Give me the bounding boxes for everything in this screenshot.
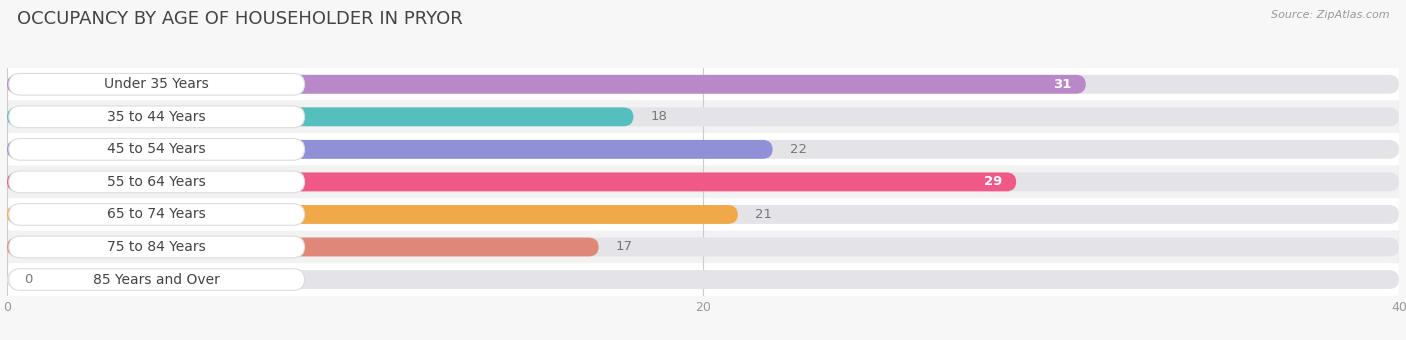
FancyBboxPatch shape bbox=[7, 205, 1399, 224]
FancyBboxPatch shape bbox=[7, 238, 1399, 256]
FancyBboxPatch shape bbox=[7, 101, 1399, 133]
Text: 35 to 44 Years: 35 to 44 Years bbox=[107, 110, 205, 124]
FancyBboxPatch shape bbox=[7, 107, 633, 126]
FancyBboxPatch shape bbox=[7, 133, 1399, 166]
Text: 0: 0 bbox=[24, 273, 32, 286]
Text: 17: 17 bbox=[616, 240, 633, 254]
FancyBboxPatch shape bbox=[8, 236, 305, 258]
FancyBboxPatch shape bbox=[8, 73, 305, 95]
Text: Source: ZipAtlas.com: Source: ZipAtlas.com bbox=[1271, 10, 1389, 20]
FancyBboxPatch shape bbox=[7, 238, 599, 256]
FancyBboxPatch shape bbox=[7, 140, 1399, 159]
FancyBboxPatch shape bbox=[7, 75, 1085, 94]
FancyBboxPatch shape bbox=[8, 138, 305, 160]
FancyBboxPatch shape bbox=[7, 263, 1399, 296]
Text: 18: 18 bbox=[651, 110, 668, 123]
FancyBboxPatch shape bbox=[7, 270, 1399, 289]
FancyBboxPatch shape bbox=[7, 205, 738, 224]
Text: 75 to 84 Years: 75 to 84 Years bbox=[107, 240, 207, 254]
FancyBboxPatch shape bbox=[7, 198, 1399, 231]
FancyBboxPatch shape bbox=[8, 171, 305, 193]
FancyBboxPatch shape bbox=[8, 106, 305, 128]
Text: 85 Years and Over: 85 Years and Over bbox=[93, 273, 221, 287]
FancyBboxPatch shape bbox=[7, 68, 1399, 101]
Text: Under 35 Years: Under 35 Years bbox=[104, 77, 209, 91]
Text: 55 to 64 Years: 55 to 64 Years bbox=[107, 175, 207, 189]
FancyBboxPatch shape bbox=[7, 231, 1399, 263]
FancyBboxPatch shape bbox=[7, 172, 1017, 191]
Text: 31: 31 bbox=[1053, 78, 1071, 91]
FancyBboxPatch shape bbox=[8, 269, 305, 290]
FancyBboxPatch shape bbox=[7, 166, 1399, 198]
FancyBboxPatch shape bbox=[7, 107, 1399, 126]
Text: 65 to 74 Years: 65 to 74 Years bbox=[107, 207, 207, 221]
FancyBboxPatch shape bbox=[7, 75, 1399, 94]
Text: 22: 22 bbox=[790, 143, 807, 156]
FancyBboxPatch shape bbox=[7, 140, 773, 159]
Text: OCCUPANCY BY AGE OF HOUSEHOLDER IN PRYOR: OCCUPANCY BY AGE OF HOUSEHOLDER IN PRYOR bbox=[17, 10, 463, 28]
FancyBboxPatch shape bbox=[8, 204, 305, 225]
Text: 29: 29 bbox=[984, 175, 1002, 188]
Text: 45 to 54 Years: 45 to 54 Years bbox=[107, 142, 205, 156]
FancyBboxPatch shape bbox=[7, 172, 1399, 191]
Text: 21: 21 bbox=[755, 208, 772, 221]
